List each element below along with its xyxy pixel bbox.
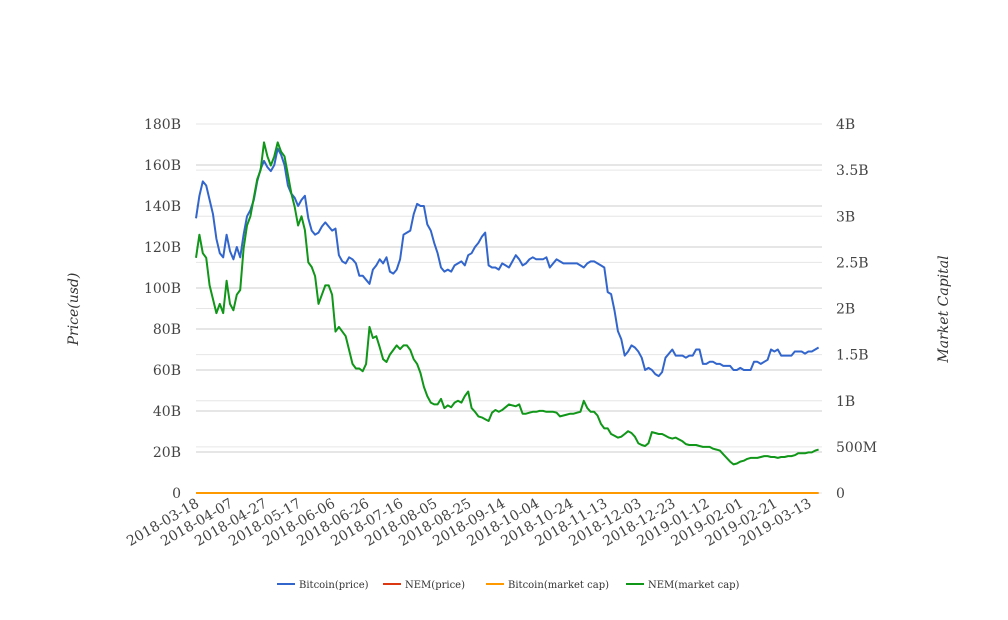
series-line-bitcoin-price [195,147,820,378]
y2-tick-label: 4B [836,117,855,133]
y2-tick-label: 0 [836,486,845,502]
y2-tick-label: 500M [836,440,877,456]
y2-tick-label: 2B [836,302,855,318]
y2-tick-label: 3B [836,209,855,225]
y2-axis-title: Market Capital [936,255,952,363]
y2-tick-label: 2.5B [836,255,869,271]
y2-tick-label: 1B [836,394,855,410]
y-tick-label: 40B [153,404,181,420]
series-line-nem-market-cap [195,141,819,466]
legend-label-bitcoin-market-cap: Bitcoin(market cap) [508,580,609,591]
y-tick-label: 120B [144,240,181,256]
gridlines [196,123,822,494]
series-lines [195,141,820,494]
legend-label-bitcoin-price: Bitcoin(price) [299,580,369,591]
right-axis-ticks: 0 500M 1B 1.5B 2B 2.5B 3B 3.5B 4B [836,117,877,502]
y-tick-label: 80B [153,322,181,338]
y2-tick-label: 1.5B [836,348,869,364]
legend-label-nem-price: NEM(price) [405,580,465,591]
y-tick-label: 0 [172,486,181,502]
y-tick-label: 180B [144,117,181,133]
left-axis-ticks: 0 20B 40B 60B 80B 100B 120B 140B 160B 180B [144,117,181,502]
y-tick-label: 60B [153,363,181,379]
y-tick-label: 160B [144,158,181,174]
y-tick-label: 140B [144,199,181,215]
y-tick-label: 100B [144,281,181,297]
legend-label-nem-market-cap: NEM(market cap) [648,580,740,591]
legend: Bitcoin(price) NEM(price) Bitcoin(market c… [277,580,740,591]
y2-tick-label: 3.5B [836,163,869,179]
y-axis-title: Price(usd) [66,273,82,347]
y-tick-label: 20B [153,445,181,461]
x-axis-ticks: 2018-03-182018-04-072018-04-272018-05-17… [124,496,814,550]
